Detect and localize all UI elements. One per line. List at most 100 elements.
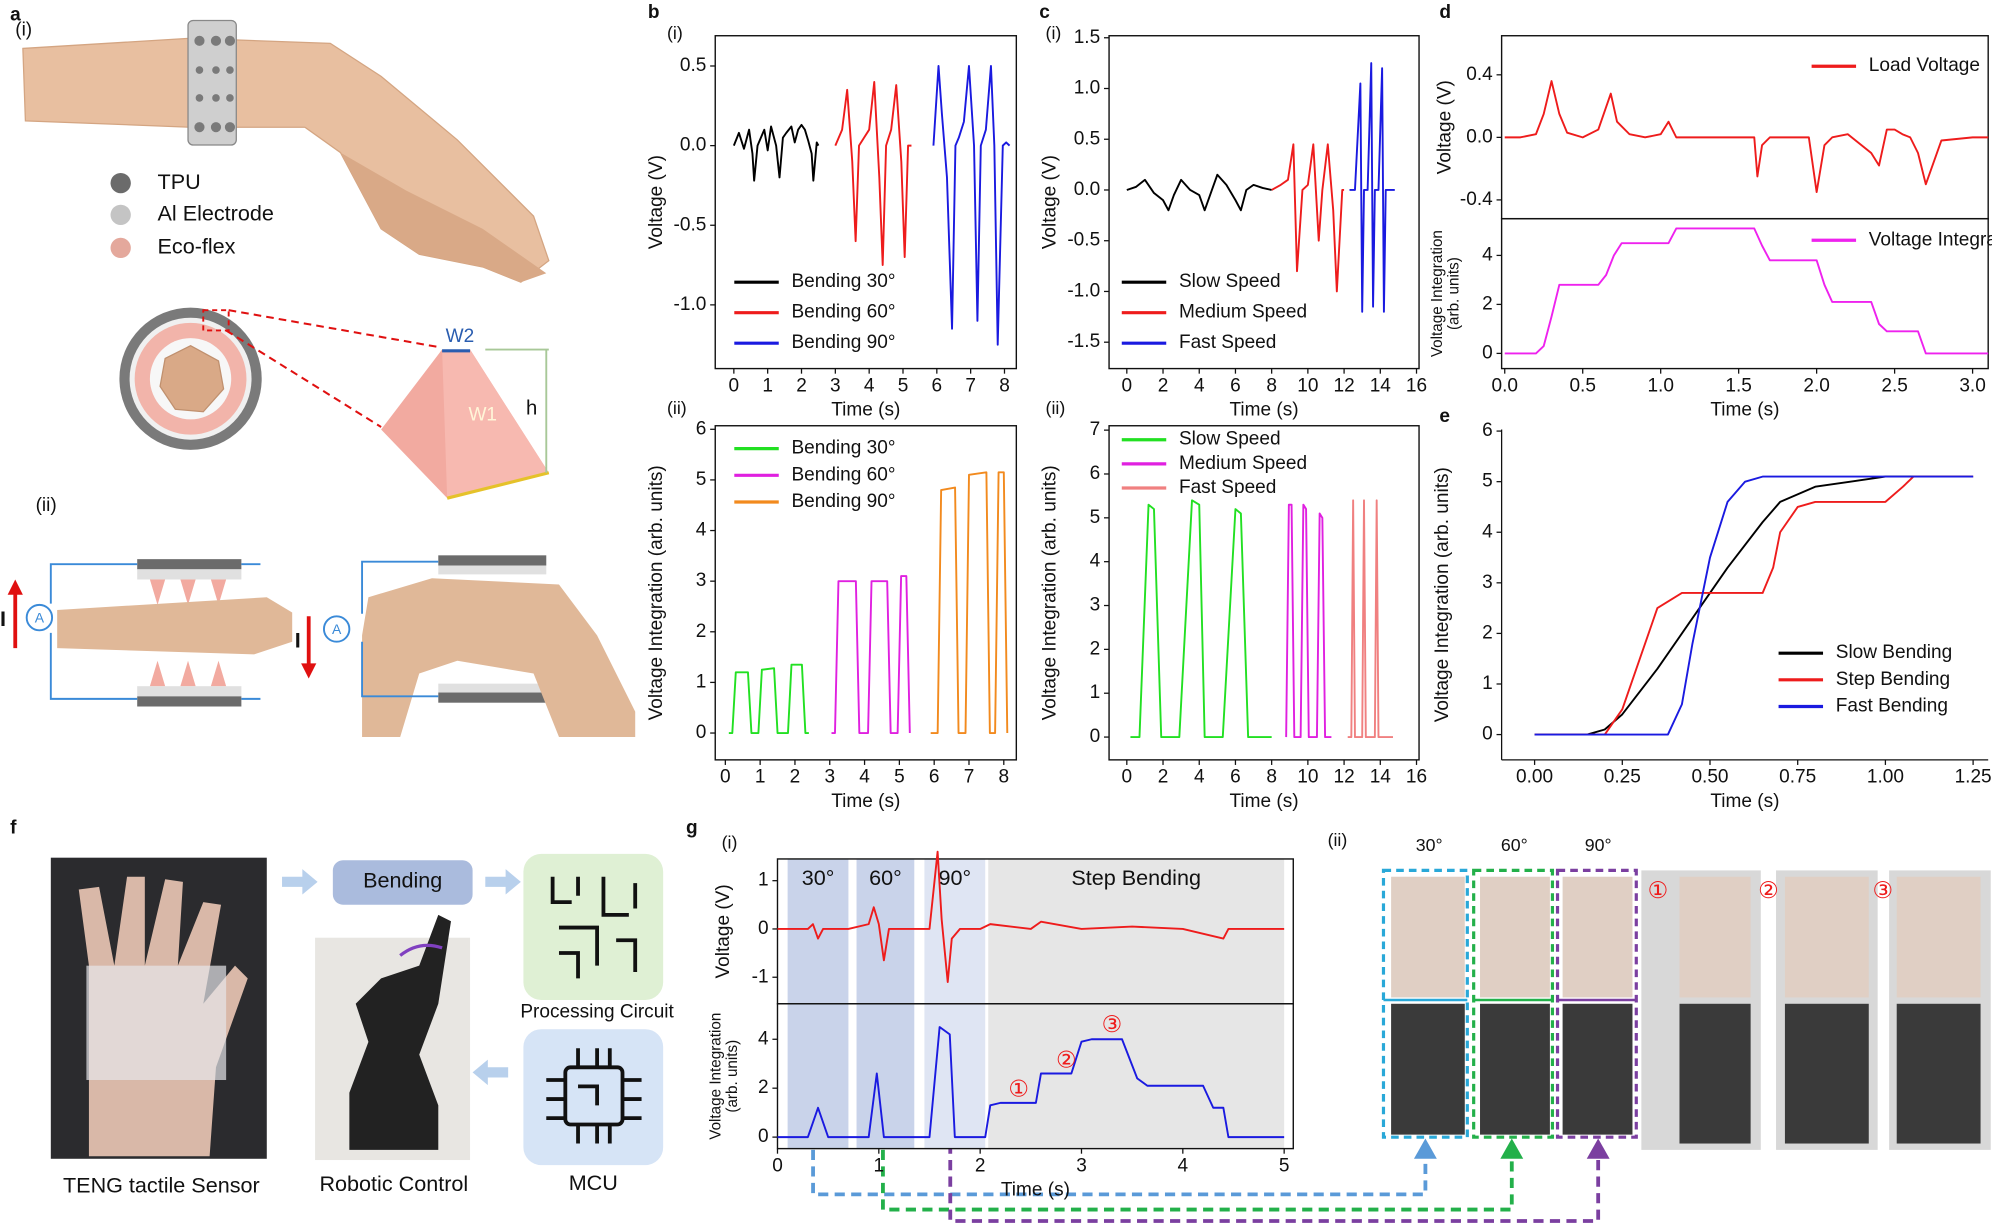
x-tick-label: 4: [1194, 375, 1205, 396]
data-line: [1271, 143, 1345, 293]
annotation: ③: [1102, 1011, 1123, 1037]
x-axis-label: Time (s): [831, 400, 900, 421]
label: (ii): [36, 495, 57, 516]
label: W1: [468, 405, 497, 426]
x-tick-label: 1: [874, 1155, 885, 1176]
legend-label: Bending 30°: [791, 271, 895, 292]
y-tick-label: -0.5: [1067, 230, 1100, 251]
photo-hand: [50, 857, 471, 1161]
y-axis-label: Voltage Integration: [1429, 230, 1446, 357]
x-tick-label: 10: [1297, 375, 1318, 396]
legend-label: Slow Bending: [1836, 642, 1952, 663]
label: g: [686, 818, 698, 839]
y-tick-label: -1.0: [1067, 280, 1100, 301]
y-tick-label: 2: [696, 621, 707, 642]
axes-frame: [1108, 35, 1420, 370]
label: (ii): [1046, 398, 1066, 418]
x-tick-label: 12: [1333, 375, 1354, 396]
x-tick-label: 8: [1266, 375, 1277, 396]
x-tick-label: 1: [755, 767, 766, 788]
y-tick-label: 1: [1090, 682, 1101, 703]
legend-label: Slow Speed: [1179, 429, 1281, 450]
x-tick-label: 0: [772, 1155, 783, 1176]
x-axis-label: Time (s): [1229, 400, 1298, 421]
label: ③: [1872, 877, 1893, 903]
x-tick-label: 14: [1370, 375, 1392, 396]
axes-frame: [714, 35, 1018, 370]
x-tick-label: 2: [790, 767, 801, 788]
label: f: [10, 818, 17, 839]
data-line: [834, 80, 912, 267]
y-tick-label: 1: [696, 671, 707, 692]
legend-label: Bending 60°: [791, 302, 895, 323]
data-line: [1504, 80, 1989, 194]
y-tick-label: 1.0: [1074, 78, 1100, 99]
flow-diagram: [282, 853, 664, 1166]
y-tick-label: 4: [696, 520, 707, 541]
data-line: [728, 663, 809, 734]
x-tick-label: 1.0: [1647, 375, 1673, 396]
y-axis-label: Voltage Integration (arb. units): [646, 465, 667, 720]
x-tick-label: 2: [1158, 767, 1169, 788]
data-line: [777, 1026, 1285, 1139]
y-tick-label: -0.5: [674, 214, 707, 235]
y-tick-label: 0.0: [1466, 126, 1492, 147]
x-axis-label: Time (s): [1229, 791, 1298, 812]
x-tick-label: 3: [830, 375, 841, 396]
region-label: 60°: [869, 865, 902, 890]
x-tick-label: 3: [1076, 1155, 1087, 1176]
y-tick-label: 0: [696, 722, 707, 743]
data-line: [1285, 503, 1332, 739]
label: W2: [446, 326, 475, 347]
label: a: [10, 4, 21, 25]
x-tick-label: 2: [1158, 375, 1169, 396]
x-axis-label: Time (s): [1001, 1180, 1070, 1201]
x-tick-label: 7: [964, 767, 975, 788]
x-tick-label: 0.0: [1491, 375, 1517, 396]
label: 30°: [1416, 835, 1443, 855]
x-tick-label: 6: [1230, 767, 1241, 788]
legend-label: Voltage Integration: [1869, 229, 1992, 250]
label: ①: [1648, 877, 1669, 903]
y-tick-label: 0: [1482, 342, 1493, 363]
y-tick-label: 0: [758, 1126, 769, 1147]
region-label: 90°: [939, 865, 972, 890]
chart: 0.0 0.5 1.0 1.5 2.0 2.5 3.0 0 2 4 Time (s) Voltage …: [1429, 217, 1992, 421]
x-tick-label: 4: [1178, 1155, 1189, 1176]
label: e: [1439, 406, 1450, 427]
x-tick-label: 2: [975, 1155, 986, 1176]
axes-frame: [714, 425, 1018, 761]
y-tick-label: 0.0: [680, 135, 706, 156]
x-tick-label: 8: [998, 767, 1009, 788]
x-axis-label: Time (s): [831, 791, 900, 812]
y-tick-label: -1.5: [1067, 331, 1100, 352]
region-label: 30°: [802, 865, 835, 890]
y-tick-label: 5: [1090, 507, 1101, 528]
y-tick-label: 0: [1482, 724, 1493, 745]
x-tick-label: 6: [932, 375, 943, 396]
y-tick-label: 0.5: [680, 55, 706, 76]
chart: 0 1 2 3 4 5 6 7 8 0 1 2 3 4 5 6 Time (s) Voltage Integrat…: [646, 418, 1018, 812]
data-line: [1534, 475, 1974, 736]
y-tick-label: 0: [758, 918, 769, 939]
legend-label: Bending 90°: [791, 491, 895, 512]
x-tick-label: 0.75: [1779, 767, 1816, 788]
y-tick-label: 0.0: [1074, 179, 1100, 200]
axes-frame: [776, 1003, 1294, 1150]
chart: 0.00 0.25 0.50 0.75 1.00 1.25 0 1 2 3 4 5 6 Time (s) V…: [1432, 420, 1991, 812]
y-tick-label: 0.4: [1466, 64, 1493, 85]
x-tick-label: 14: [1370, 767, 1392, 788]
label: (ii): [1328, 830, 1348, 850]
x-tick-label: 4: [864, 375, 875, 396]
legend-label: Load Voltage: [1869, 55, 1980, 76]
photo-grid: [1381, 868, 1991, 1150]
x-tick-label: 1.00: [1867, 767, 1904, 788]
y-tick-label: -1.0: [674, 294, 707, 315]
label: (ii): [667, 398, 687, 418]
y-tick-label: -0.4: [1460, 189, 1493, 210]
cross-section: [119, 307, 550, 500]
y-tick-label: 3: [1482, 572, 1493, 593]
data-line: [1534, 475, 1974, 736]
chart: 0 1 2 3 4 5 6 7 8 0.5 0.0 -0.5 -1.0 Time (s) Voltage (…: [646, 35, 1018, 421]
